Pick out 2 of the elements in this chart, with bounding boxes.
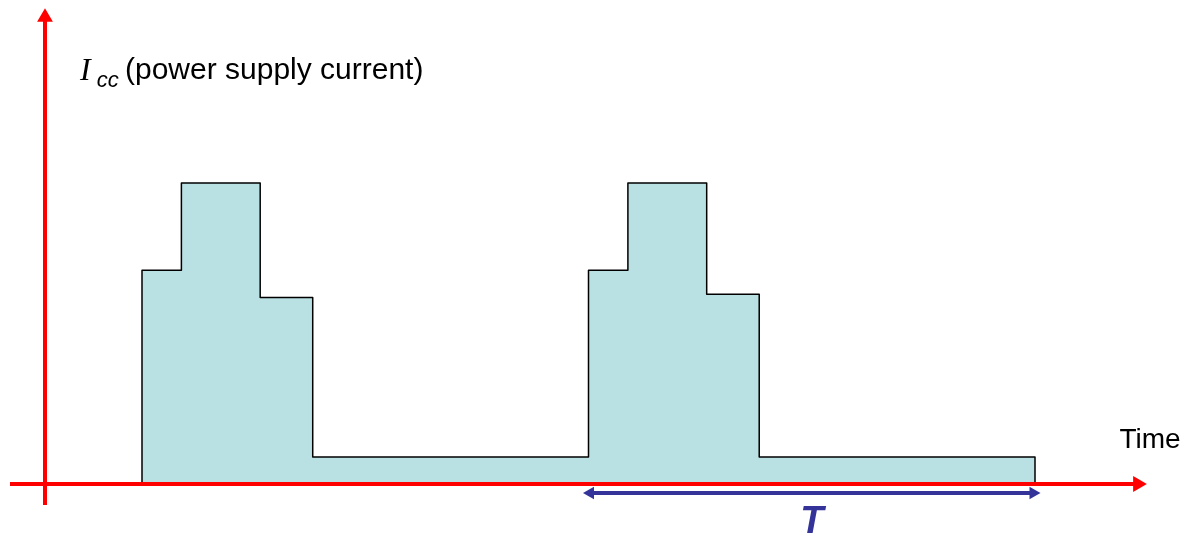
x-axis-title: Time (1119, 423, 1181, 454)
text: T (800, 499, 827, 541)
